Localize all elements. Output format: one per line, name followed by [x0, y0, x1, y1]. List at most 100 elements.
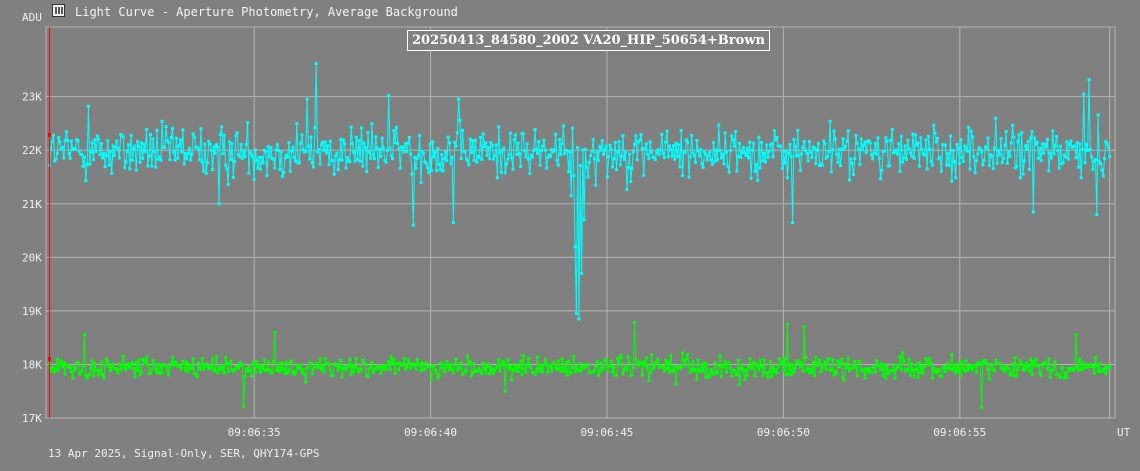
comparison-point — [168, 365, 172, 369]
comparison-point — [261, 367, 265, 371]
target-point — [1047, 169, 1051, 173]
comparison-point — [73, 367, 77, 371]
target-point — [112, 153, 116, 157]
comparison-point — [489, 365, 493, 369]
comparison-point — [805, 368, 809, 372]
comparison-point — [541, 370, 545, 374]
target-point — [871, 157, 875, 161]
target-point — [653, 158, 657, 161]
target-point — [283, 156, 287, 160]
comparison-point — [503, 389, 507, 393]
comparison-point — [811, 360, 815, 364]
comparison-point — [1017, 363, 1021, 367]
target-point — [536, 151, 539, 155]
comparison-point — [216, 371, 220, 375]
comparison-point — [90, 359, 94, 363]
target-point — [550, 147, 554, 151]
comparison-point — [542, 363, 546, 367]
comparison-point — [732, 369, 736, 372]
comparison-point — [642, 360, 646, 364]
comparison-point — [287, 368, 291, 372]
light-curve-app-icon[interactable] — [52, 4, 65, 17]
comparison-point — [1011, 362, 1015, 366]
comparison-point — [499, 364, 503, 368]
target-point — [638, 138, 642, 142]
target-point — [297, 160, 301, 164]
target-point — [370, 122, 374, 126]
target-point — [1008, 154, 1012, 158]
target-point — [1016, 140, 1020, 144]
comparison-point — [1100, 370, 1104, 374]
target-point — [130, 158, 134, 162]
target-point — [233, 159, 237, 163]
comparison-point — [703, 361, 706, 365]
target-point — [661, 151, 665, 155]
target-point — [634, 134, 638, 138]
comparison-point — [701, 369, 705, 373]
comparison-point — [215, 355, 218, 359]
comparison-point — [193, 371, 196, 375]
target-point — [1103, 157, 1106, 160]
target-point — [398, 166, 402, 170]
target-point — [672, 144, 675, 148]
comparison-point — [1081, 360, 1084, 364]
target-point — [754, 163, 758, 167]
target-point — [292, 156, 296, 159]
comparison-point — [299, 363, 303, 367]
comparison-point — [801, 369, 805, 373]
target-point — [969, 129, 973, 133]
current-frame-marker[interactable] — [48, 27, 52, 418]
target-point — [620, 154, 624, 158]
comparison-point — [129, 362, 133, 366]
target-point — [291, 145, 295, 149]
target-point — [971, 135, 974, 139]
comparison-point — [338, 365, 341, 369]
comparison-point — [855, 374, 859, 378]
target-point — [155, 128, 159, 132]
comparison-point — [1092, 371, 1096, 375]
target-point — [281, 174, 284, 178]
y-tick-label: 21K — [22, 198, 42, 211]
target-point — [331, 158, 335, 162]
comparison-point — [961, 366, 965, 370]
target-point — [1015, 164, 1018, 168]
comparison-point — [335, 363, 339, 367]
target-point — [722, 162, 726, 166]
comparison-point — [1030, 372, 1034, 376]
comparison-point — [367, 367, 371, 371]
comparison-point — [1037, 364, 1040, 368]
target-point — [248, 150, 252, 154]
comparison-point — [616, 357, 620, 361]
comparison-point — [138, 373, 142, 377]
target-point — [928, 147, 932, 151]
comparison-point — [506, 358, 510, 361]
target-point — [902, 156, 906, 160]
comparison-point — [419, 369, 423, 373]
comparison-point — [1028, 370, 1031, 373]
comparison-point — [1104, 372, 1108, 376]
target-point — [1021, 172, 1025, 176]
target-point — [967, 126, 971, 129]
comparison-point — [514, 369, 517, 372]
target-point — [501, 148, 505, 152]
target-point — [1020, 131, 1024, 135]
comparison-point — [1038, 371, 1042, 375]
comparison-point — [669, 353, 673, 357]
target-point — [947, 164, 951, 167]
comparison-point — [785, 322, 789, 326]
comparison-point — [620, 355, 624, 359]
comparison-point — [1096, 369, 1100, 373]
target-point — [545, 166, 549, 170]
comparison-point — [303, 373, 306, 377]
comparison-point — [59, 359, 63, 362]
target-point — [534, 147, 538, 151]
target-point — [413, 155, 417, 159]
target-point — [114, 145, 117, 149]
comparison-point — [545, 362, 549, 366]
comparison-point — [612, 365, 616, 369]
comparison-point — [778, 357, 782, 361]
comparison-point — [769, 360, 773, 364]
target-point — [453, 140, 457, 144]
comparison-point — [1048, 375, 1052, 379]
